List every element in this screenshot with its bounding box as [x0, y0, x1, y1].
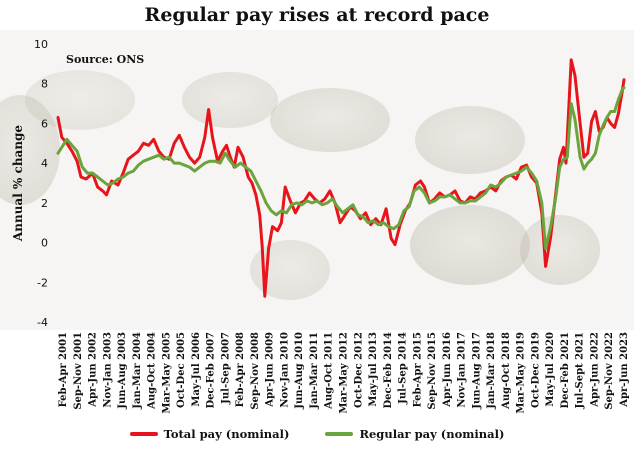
series-line-total-pay	[56, 58, 626, 298]
x-tick-label: Feb-Apr 2015	[412, 332, 423, 407]
x-tick-label: Jun-Aug 2017	[471, 332, 482, 410]
y-tick-label: 8	[41, 78, 48, 91]
x-tick-label: Sep-Nov 2008	[250, 332, 261, 410]
x-tick-label: Aug-Oct 2011	[324, 332, 335, 410]
x-tick-label: May-Jul 2020	[545, 332, 556, 407]
x-tick-label: Aug-Oct 2004	[147, 332, 158, 410]
x-tick-label: Jun-Aug 2003	[117, 332, 128, 410]
y-tick-label: 10	[34, 38, 48, 51]
y-tick-label: 6	[41, 117, 48, 130]
legend-label-total-pay: Total pay (nominal)	[163, 427, 290, 441]
y-tick-label: -2	[37, 276, 48, 289]
x-tick-label: Feb-Apr 2008	[235, 332, 246, 407]
x-tick-label: Dec-Feb 2014	[383, 332, 394, 409]
x-tick-label: Apr-Jun 2016	[442, 332, 453, 408]
y-tick-label: 4	[41, 157, 48, 170]
legend-swatch-total-pay	[129, 432, 158, 436]
x-tick-label: Nov-Jan 2010	[279, 332, 290, 408]
x-tick-label: May-Jul 2013	[368, 332, 379, 407]
x-tick-label: Oct-Dec 2012	[353, 332, 364, 408]
x-tick-label: May-Jul 2006	[191, 332, 202, 407]
legend: Total pay (nominal) Regular pay (nominal…	[0, 427, 634, 441]
x-tick-label: Jun-Aug 2010	[294, 332, 305, 410]
x-tick-label: Jul-Sep 2007	[220, 332, 231, 405]
x-tick-label: Mar-May 2012	[339, 332, 350, 414]
x-tick-label: Feb-Apr 2001	[58, 332, 69, 407]
chart-title: Regular pay rises at record pace	[144, 4, 490, 26]
y-tick-label: 0	[41, 237, 48, 250]
y-tick-label: 2	[41, 197, 48, 210]
chart-source: Source: ONS	[66, 53, 145, 66]
x-tick-label: Jul-Sept 2021	[575, 332, 586, 409]
x-tick-label: Nov-Jan 2003	[102, 332, 113, 408]
x-tick-label: Apr-Jun 2002	[88, 332, 99, 408]
series-line-regular-pay	[56, 86, 626, 250]
x-tick-label: Jan-Mar 2004	[132, 332, 143, 410]
x-tick-label: Jan-Mar 2018	[486, 332, 497, 410]
x-tick-label: Jan-Mar 2011	[309, 332, 320, 410]
legend-item-total-pay: Total pay (nominal)	[129, 427, 290, 441]
x-tick-label: Sep-Nov 2015	[427, 332, 438, 410]
x-tick-label: Apr-Jun 2022	[589, 332, 600, 408]
x-tick-label: Dec-Feb 2007	[206, 332, 217, 409]
y-axis: -4 -2 0 2 4 6 8 10	[34, 38, 48, 329]
x-tick-label: Apr-Jun 2023	[619, 332, 630, 408]
x-tick-label: Mar-May 2019	[516, 332, 527, 414]
x-tick-label: Aug-Oct 2018	[501, 332, 512, 410]
series-lines	[56, 58, 626, 298]
legend-label-regular-pay: Regular pay (nominal)	[359, 427, 505, 441]
x-tick-label: Jul-Sep 2014	[398, 332, 409, 405]
legend-swatch-regular-pay	[325, 432, 354, 436]
x-axis: Feb-Apr 2001 Sep-Nov 2001 Apr-Jun 2002 Nov-…	[58, 332, 630, 414]
x-tick-label: Sep-Nov 2001	[73, 332, 84, 410]
x-tick-label: Mar-May 2005	[161, 332, 172, 414]
x-tick-label: Nov-Jan 2017	[457, 332, 468, 408]
x-tick-label: Sep-Nov 2022	[604, 332, 615, 410]
x-tick-label: Oct-Dec 2019	[530, 332, 541, 408]
y-axis-label: Annual % change	[11, 125, 25, 242]
legend-item-regular-pay: Regular pay (nominal)	[325, 427, 504, 441]
x-tick-label: Oct-Dec 2005	[176, 332, 187, 408]
x-tick-label: Dec-Feb 2021	[560, 332, 571, 409]
y-tick-label: -4	[37, 316, 48, 329]
x-tick-label: Apr-Jun 2009	[265, 332, 276, 408]
